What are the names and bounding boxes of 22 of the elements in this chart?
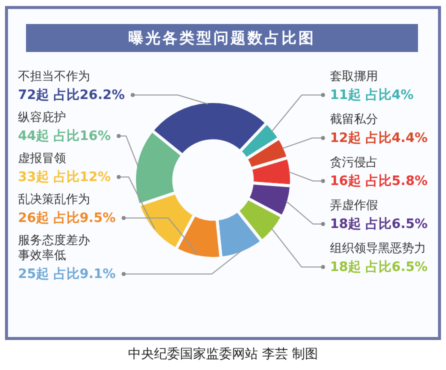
slice-label: 贪污侵占 [330,155,378,169]
slice-label: 截留私分 [330,112,378,126]
data-label: 18起 占比6.5% [330,260,428,275]
data-label: 25起 占比9.1% [18,267,116,282]
data-label: 26起 占比9.5% [18,211,116,226]
slice-label: 弄虚作假 [330,198,378,212]
slice-label: 组织领导黑恶势力 [330,241,426,255]
slice-label: 虚报冒领 [18,151,66,165]
data-label: 11起 占比4% [330,88,414,103]
data-label: 16起 占比5.8% [330,174,428,189]
slice-label: 套取挪用 [330,69,378,83]
slice-label: 乱决策乱作为 [18,192,90,206]
slice-label: 纵容庇护 [18,110,66,124]
data-label: 12起 占比4.4% [330,131,428,146]
data-label: 72起 占比26.2% [18,88,125,103]
data-label: 18起 占比6.5% [330,217,428,232]
text: 中央纪委国家监委网站 李芸 制图 [126,346,320,363]
chart-title: 曝光各类型问题数占比图 [26,24,418,52]
slice-label: 服务态度差办事效率低 [18,233,90,262]
slice-label: 不担当不作为 [18,69,90,83]
data-label: 44起 占比16% [18,129,111,144]
data-label: 33起 占比12% [18,170,111,185]
